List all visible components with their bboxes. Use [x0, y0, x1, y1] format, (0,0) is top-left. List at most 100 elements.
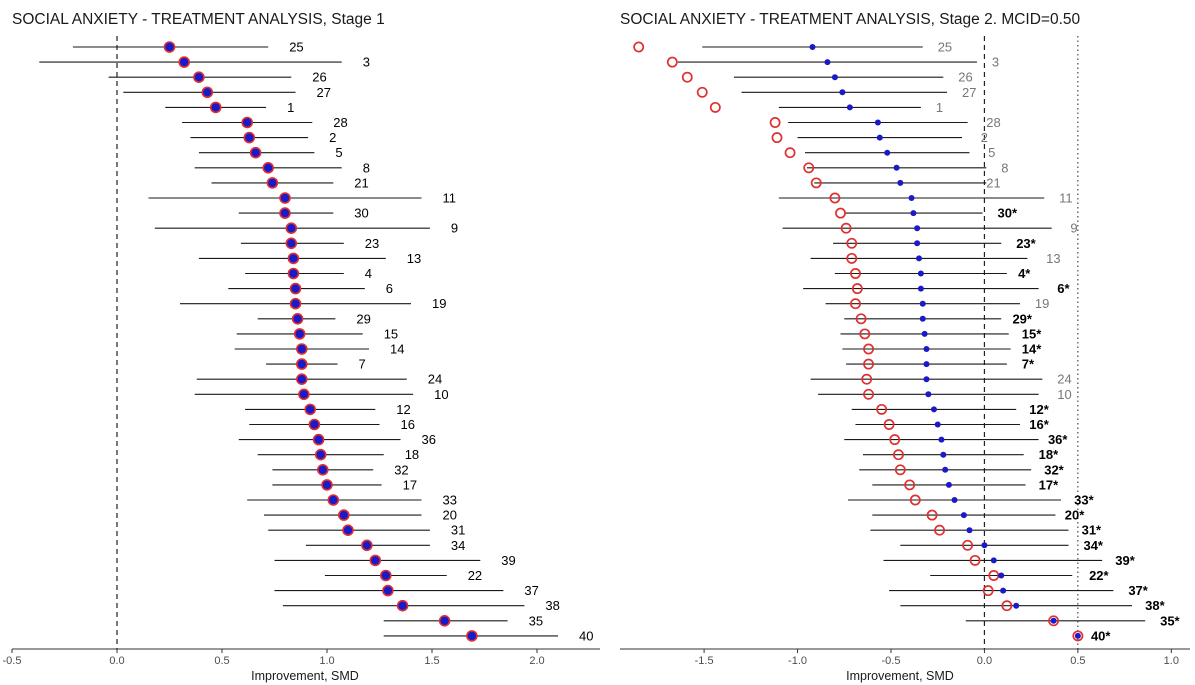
stage2-adjusted-estimate [919, 315, 926, 322]
stage1-estimate-point [379, 569, 392, 582]
stage2-adjusted-estimate [923, 346, 930, 352]
stage1-study-label: 13 [407, 251, 421, 266]
stage1-study-label: 6 [386, 281, 393, 296]
stage2-panel: SOCIAL ANXIETY - TREATMENT ANALYSIS, Sta… [620, 11, 1190, 683]
stage2-adjusted-estimate [981, 542, 988, 549]
stage2-study-label: 34* [1083, 538, 1103, 553]
stage1-study-label: 17 [403, 477, 417, 492]
stage1-estimate-point [201, 86, 214, 99]
stage1-study-label: 14 [390, 342, 404, 357]
stage2-adjusted-estimate [966, 527, 973, 534]
stage1-estimate-point [285, 222, 298, 234]
stage2-naive-estimate [846, 252, 858, 264]
stage2-adjusted-estimate [809, 44, 816, 50]
stage1-estimate-point [369, 554, 382, 567]
stage2-study-label: 6* [1057, 281, 1070, 296]
stage2-naive-estimate [696, 86, 708, 98]
stage2-study-label: 21 [986, 175, 1000, 190]
stage1-estimate-point [321, 479, 333, 491]
stage2-adjusted-estimate [831, 74, 838, 81]
stage2-study-label: 2 [981, 130, 988, 145]
stage2-study-label: 38* [1145, 598, 1165, 613]
stage1-estimate-point [287, 252, 300, 265]
stage1-estimate-point [193, 71, 205, 83]
stage2-adjusted-estimate [897, 179, 904, 186]
stage2-adjusted-estimate [951, 497, 958, 503]
stage1-x-tick-label: 1.5 [424, 655, 439, 667]
stage2-naive-estimate [926, 509, 938, 521]
stage2-study-label: 31* [1082, 523, 1102, 538]
stage2-naive-estimate [851, 283, 863, 295]
stage2-adjusted-estimate [884, 149, 891, 156]
stage1-estimate-point [295, 373, 308, 386]
stage2-naive-estimate [771, 132, 783, 144]
stage2-naive-estimate [633, 41, 645, 53]
stage1-estimate-point [327, 494, 340, 506]
stage2-study-label: 29* [1012, 311, 1032, 326]
stage2-adjusted-estimate [998, 572, 1005, 579]
stage2-naive-estimate [934, 524, 946, 536]
stage2-adjusted-estimate [917, 285, 924, 292]
stage2-naive-estimate [962, 539, 974, 551]
stage1-study-label: 4 [365, 266, 372, 281]
stage1-estimate-point [361, 539, 373, 552]
stage2-naive-estimate [769, 117, 781, 128]
stage2-study-label: 7* [1022, 357, 1035, 372]
stage1-study-label: 32 [394, 462, 408, 477]
stage2-adjusted-estimate [921, 330, 928, 337]
stage2-study-label: 39* [1115, 553, 1135, 568]
stage2-adjusted-estimate [908, 195, 915, 201]
stage2-naive-estimate [850, 298, 861, 310]
stage2-naive-estimate [846, 237, 858, 249]
stage2-naive-estimate [1072, 630, 1084, 642]
stage1-study-label: 21 [354, 175, 368, 190]
stage2-x-tick-label: -0.5 [881, 655, 900, 667]
stage2-study-label: 16* [1029, 417, 1049, 432]
stage2-naive-estimate [1048, 615, 1060, 627]
stage1-study-label: 5 [335, 145, 342, 160]
stage1-study-label: 23 [365, 236, 379, 251]
stage1-estimate-point [241, 116, 253, 129]
stage2-adjusted-estimate [938, 436, 945, 443]
stage1-estimate-point [287, 267, 300, 280]
stage1-estimate-point [314, 448, 327, 461]
stage2-adjusted-estimate [824, 59, 831, 66]
stage2-study-label: 5 [988, 145, 995, 160]
stage2-adjusted-estimate [876, 134, 883, 141]
stage2-adjusted-estimate [914, 225, 921, 232]
stage1-study-label: 27 [317, 85, 331, 100]
stage1-estimate-point [466, 630, 478, 642]
stage1-study-label: 40 [579, 628, 593, 643]
stage1-estimate-point [337, 509, 350, 521]
stage1-study-label: 33 [443, 493, 457, 508]
stage2-study-label: 18* [1039, 447, 1059, 462]
stage2-study-label: 11 [1059, 191, 1073, 206]
stage1-estimate-point [209, 101, 222, 114]
stage2-adjusted-estimate [874, 119, 881, 126]
stage1-study-label: 39 [501, 553, 515, 568]
stage2-naive-estimate [893, 449, 904, 461]
stage1-study-label: 22 [468, 568, 482, 583]
stage2-adjusted-estimate [923, 376, 930, 383]
stage2-adjusted-estimate [919, 300, 926, 307]
stage2-study-label: 4* [1018, 266, 1031, 281]
stage1-estimate-point [291, 312, 304, 325]
stage1-study-label: 19 [432, 296, 446, 311]
stage1-study-label: 9 [451, 221, 458, 236]
stage1-x-tick-label: -0.5 [3, 655, 22, 667]
stage1-estimate-point [293, 328, 306, 340]
stage2-study-label: 1 [936, 100, 943, 115]
stage1-estimate-point [396, 599, 409, 612]
stage1-estimate-point [178, 56, 190, 68]
stage2-study-label: 20* [1065, 508, 1085, 523]
stage1-x-tick-label: 2.0 [529, 655, 544, 667]
stage1-study-label: 29 [356, 311, 370, 326]
stage2-study-label: 8 [1001, 160, 1008, 175]
stage2-study-label: 28 [986, 115, 1000, 130]
stage2-adjusted-estimate [940, 451, 947, 458]
stage1-estimate-point [163, 41, 176, 53]
stage1-panel: SOCIAL ANXIETY - TREATMENT ANALYSIS, Sta… [3, 11, 600, 683]
stage2-study-label: 25 [938, 40, 952, 55]
stage2-naive-estimate [863, 343, 875, 355]
stage2-naive-estimate [835, 207, 846, 219]
